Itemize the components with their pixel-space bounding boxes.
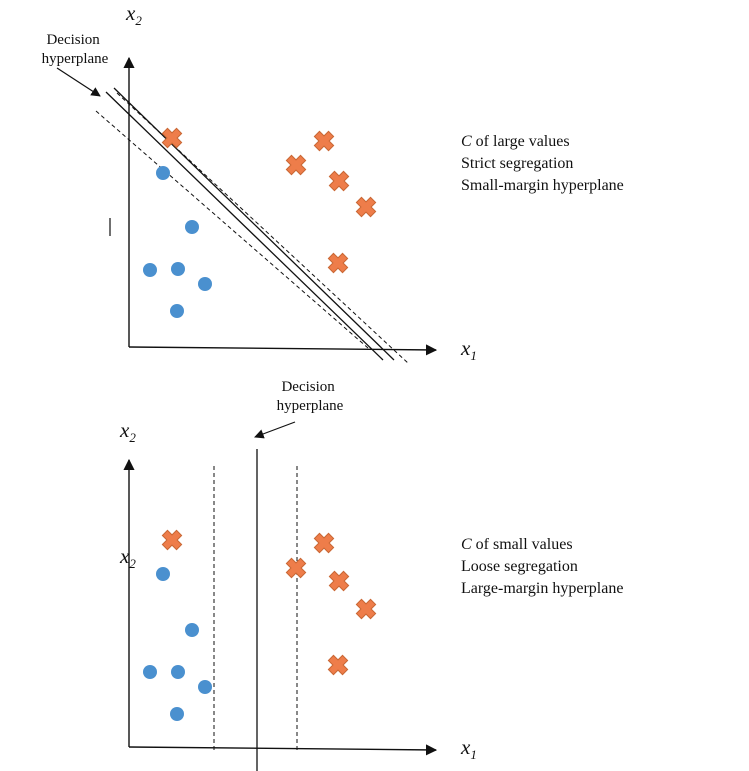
top-circle-point-4 [171,262,185,276]
top-decision-hyperplane-a [105,91,384,361]
top-circle-point-5 [198,277,212,291]
top-cross-point-6 [327,252,349,274]
bottom-circle-point-2 [185,623,199,637]
bottom-circle-point-5 [198,680,212,694]
top-x-axis [128,344,438,356]
bottom-circle-point-1 [156,567,170,581]
top-circle-point-3 [143,263,157,277]
bottom-cross-point-3 [285,557,307,579]
bottom-extra-y-label: x2 [119,544,136,571]
top-circle-point-2 [185,220,199,234]
top-cross-point-2 [313,130,335,152]
bottom-circle-point-6 [170,707,184,721]
top-cross-point-4 [328,170,350,192]
top-pointer-label: Decision hyperplane [42,32,109,67]
bottom-x-axis-label: x1 [460,735,477,762]
top-circle-point-1 [156,166,170,180]
bottom-x-axis [128,744,438,756]
bottom-cross-point-1 [161,529,183,551]
top-cross-point-3 [285,154,307,176]
top-margin-upper [116,92,410,365]
bottom-cross-point-4 [328,570,350,592]
top-points [143,127,377,318]
bottom-pointer-label: Decision hyperplane [277,379,344,414]
top-circle-point-6 [170,304,184,318]
bottom-circle-point-3 [143,665,157,679]
bottom-cross-point-5 [355,598,377,620]
top-pointer-arrow [56,67,101,97]
top-note: C of large values Strict segregation Sma… [461,133,624,194]
top-x-axis-label: x1 [460,336,477,363]
bottom-panel: x2 x2 x1 Decision hyperplane C of small … [119,379,623,771]
top-cross-point-1 [161,127,183,149]
bottom-points [143,529,377,721]
bottom-circle-point-4 [171,665,185,679]
bottom-y-axis-label: x2 [119,418,136,445]
top-y-axis-label: x2 [125,1,142,28]
bottom-note: C of small values Loose segregation Larg… [461,536,623,597]
bottom-cross-point-2 [313,532,335,554]
top-panel: x2 x1 Decision hyperplane C of large val… [42,1,624,365]
bottom-cross-point-6 [327,654,349,676]
top-cross-point-5 [355,196,377,218]
bottom-pointer-arrow [254,421,296,439]
